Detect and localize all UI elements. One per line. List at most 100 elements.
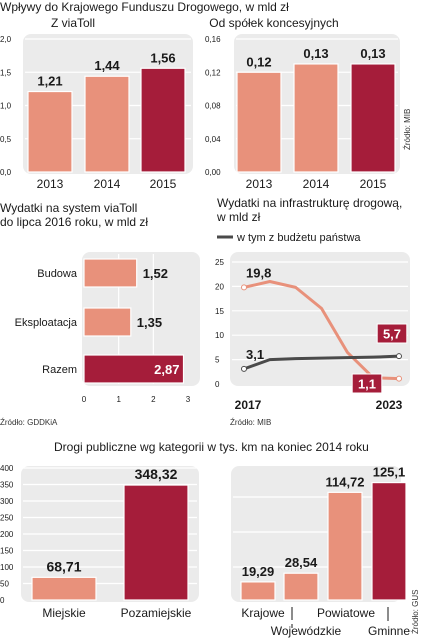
chart3-category-label: Razem [42, 364, 77, 376]
viatoll-title-line1: Wydatki na system viaToll [0, 201, 138, 215]
source-viatoll: Źródło: GDDKiA [0, 418, 58, 427]
chart2-value-label: 0,12 [246, 54, 271, 69]
chart3-value-label: 1,35 [137, 315, 162, 330]
chart1-ytick-label: 1,0 [0, 102, 12, 111]
viatoll-title-line2: do lipca 2016 roku, w mld zł [0, 215, 149, 229]
main-title: Wpływy do Krajowego Funduszu Drogowego, … [0, 0, 289, 14]
chart2-ytick-label: 0,16 [205, 35, 221, 44]
chart4-ytick-label: 20 [215, 282, 224, 291]
chart3-xtick-label: 2 [151, 395, 156, 404]
chart5-ytick-label: 150 [0, 547, 14, 556]
chart2-ytick-label: 0,00 [205, 168, 221, 177]
chart2-value-label: 0,13 [303, 46, 328, 61]
chart6-bar [240, 581, 276, 601]
chart3-xtick-label: 0 [82, 395, 87, 404]
chart4-ytick-label: 10 [215, 331, 224, 340]
chart5-ytick-label: 100 [0, 563, 14, 572]
chart3-bar [83, 258, 138, 288]
chart3-xtick-label: 3 [186, 395, 191, 404]
chart1-category-label: 2013 [37, 177, 64, 191]
chart6-value-label: 114,72 [325, 474, 364, 489]
chart4-point [396, 353, 402, 360]
chart4-ytick-label: 15 [215, 307, 224, 316]
chart1-category-label: 2014 [94, 177, 121, 191]
chart4-start-label: 19,8 [246, 265, 271, 280]
chart5-ytick-label: 200 [0, 530, 14, 539]
chart1-value-label: 1,44 [94, 58, 120, 73]
chart6-value-label: 19,29 [242, 564, 275, 579]
chart5-value-label: 348,32 [135, 466, 178, 482]
chart4-ytick-label: 5 [215, 356, 220, 365]
chart4-end-label-total-box [351, 373, 383, 394]
source-infra: Źródło: MIB [230, 418, 272, 427]
chart6-value-label: 28,54 [285, 555, 318, 570]
chart2-bar [293, 63, 339, 173]
chart5-category-label: Pozamiejskie [121, 606, 192, 620]
chart6-value-label: 125,1 [373, 465, 406, 480]
chart3-category-label: Budowa [37, 268, 78, 280]
chart2-bar [350, 63, 396, 173]
chart2-bar [236, 71, 282, 173]
chart6-category-label: Wojewódzkie [271, 624, 342, 638]
chart4-xtick-label: 2017 [235, 398, 262, 412]
chart6-bar [371, 481, 407, 601]
chart3-bar [83, 354, 185, 384]
source-roads: Źródło: GUS [411, 589, 420, 634]
chart2-ytick-label: 0,08 [205, 102, 221, 111]
chart4-ytick-label: 0 [215, 380, 220, 389]
chart5-bar [31, 576, 97, 601]
chart5-bar [123, 484, 189, 601]
chart4-ytick-label: 25 [215, 258, 224, 267]
chart2-category-label: 2014 [303, 177, 330, 191]
chart6-category-label: Krajowe [241, 606, 285, 620]
chart5-category-label: Miejskie [42, 606, 86, 620]
chart4-panel [230, 252, 410, 386]
chart5-ytick-label: 300 [0, 497, 14, 506]
chart4-end-label-budget-box [376, 323, 408, 344]
chart3-value-label: 1,52 [143, 266, 168, 281]
infra-title-line2: w mld zł [217, 210, 261, 224]
chart4-end-label-budget: 5,7 [383, 327, 401, 342]
chart1-bar [27, 90, 73, 173]
chart5-ytick-label: 50 [0, 580, 9, 589]
chart3-xtick-label: 1 [116, 395, 121, 404]
chart2-category-label: 2015 [360, 177, 387, 191]
chart4-xtick-label: 2023 [376, 398, 403, 412]
chart2-ytick-label: 0,12 [205, 68, 221, 77]
chart6-bar [327, 491, 363, 601]
chart2-title: Od spółek koncesyjnych [209, 16, 338, 30]
chart4-end-label-total: 1,1 [358, 377, 376, 392]
chart6-category-label: Gminne [368, 624, 410, 638]
chart5-ytick-label: 400 [0, 464, 14, 473]
chart1-bar [140, 67, 186, 173]
chart5-value-label: 68,71 [46, 558, 81, 574]
infra-title-line1: Wydatki na infrastrukturę drogową, [217, 196, 403, 210]
chart4-series-line [243, 354, 400, 371]
chart1-category-label: 2015 [150, 177, 177, 191]
source-top: Źródło: MIB [403, 108, 412, 150]
chart1-value-label: 1,21 [37, 74, 62, 89]
chart4-point [241, 365, 247, 372]
chart5-ytick-label: 0 [0, 596, 5, 605]
chart2-category-label: 2013 [246, 177, 273, 191]
chart5-ytick-label: 250 [0, 514, 14, 523]
chart5-ytick-label: 350 [0, 481, 14, 490]
chart4-point [396, 375, 402, 382]
chart3-bar [83, 307, 132, 337]
chart4-start-label: 3,1 [246, 347, 264, 362]
chart1-ytick-label: 2,0 [0, 35, 12, 44]
chart2-value-label: 0,13 [360, 46, 385, 61]
chart6-bar [283, 572, 319, 601]
chart2-ytick-label: 0,04 [205, 135, 221, 144]
chart4-legend-label: w tym z budżetu państwa [236, 232, 361, 244]
chart1-value-label: 1,56 [150, 50, 175, 65]
chart1-ytick-label: 0,0 [0, 168, 12, 177]
chart6-category-label: Powiatowe [317, 606, 375, 620]
chart1-title: Z viaToll [51, 16, 95, 30]
chart3-value-label: 2,87 [154, 362, 179, 377]
chart1-bar [84, 75, 130, 173]
chart1-ytick-label: 1,5 [0, 68, 12, 77]
chart4-point [241, 284, 247, 291]
